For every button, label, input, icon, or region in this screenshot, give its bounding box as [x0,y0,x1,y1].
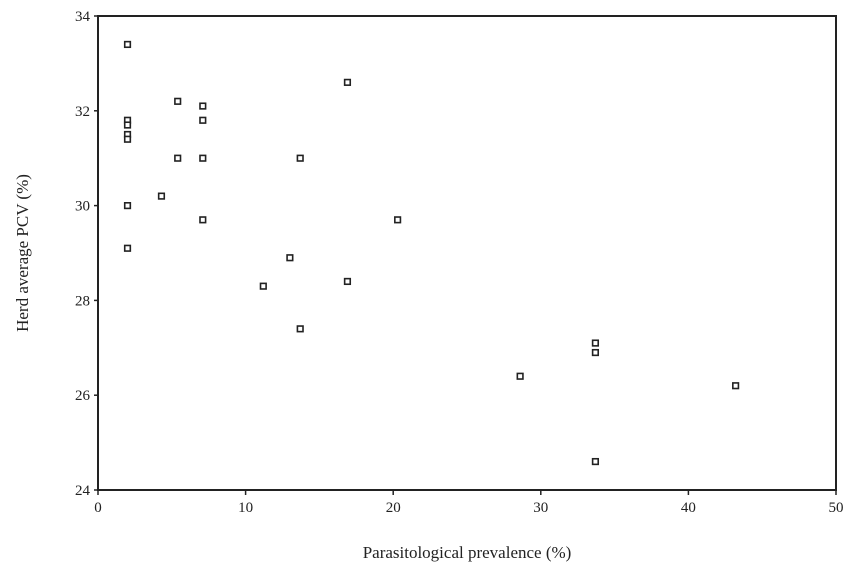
scatter-point [516,372,524,380]
x-tick-label: 0 [94,500,102,516]
scatter-point [123,40,132,49]
x-tick-label: 10 [238,500,253,516]
y-tick-label: 24 [75,483,91,499]
scatter-point [199,216,207,224]
scatter-point [732,382,740,390]
x-tick-label: 30 [533,500,548,516]
scatter-point [157,192,166,200]
scatter-point [591,457,600,466]
y-tick-label: 34 [75,9,91,25]
scatter-point [591,339,600,347]
y-tick-label: 30 [75,199,90,215]
data-points [123,40,740,466]
scatter-point [199,154,207,162]
x-tick-label: 20 [386,500,401,516]
scatter-point [174,154,182,162]
x-tick-label: 50 [829,500,844,516]
y-tick-label: 28 [75,293,90,309]
scatter-point [123,135,132,143]
scatter-point [123,121,132,129]
y-tick-label: 26 [75,388,91,404]
scatter-point [343,277,352,286]
plot-frame [97,15,837,491]
x-tick-label: 40 [681,500,696,516]
scatter-point [286,254,294,262]
scatter-point [296,154,304,162]
x-axis-title: Parasitological prevalence (%) [363,543,572,562]
scatter-point [394,216,402,224]
y-tick-label: 32 [75,104,90,120]
scatter-point [199,102,207,110]
scatter-point [123,202,132,210]
scatter-point [343,78,352,86]
scatter-point [174,97,182,105]
y-axis-title: Herd average PCV (%) [13,174,32,332]
scatter-point [296,325,304,333]
scatter-point [199,116,207,124]
scatter-point [259,282,267,290]
scatter-point [123,244,132,252]
scatter-point [591,348,600,357]
y-axis-ticks: 24 26 28 30 32 34 [75,9,98,499]
x-axis-ticks: 0 10 20 30 40 50 [94,490,844,516]
